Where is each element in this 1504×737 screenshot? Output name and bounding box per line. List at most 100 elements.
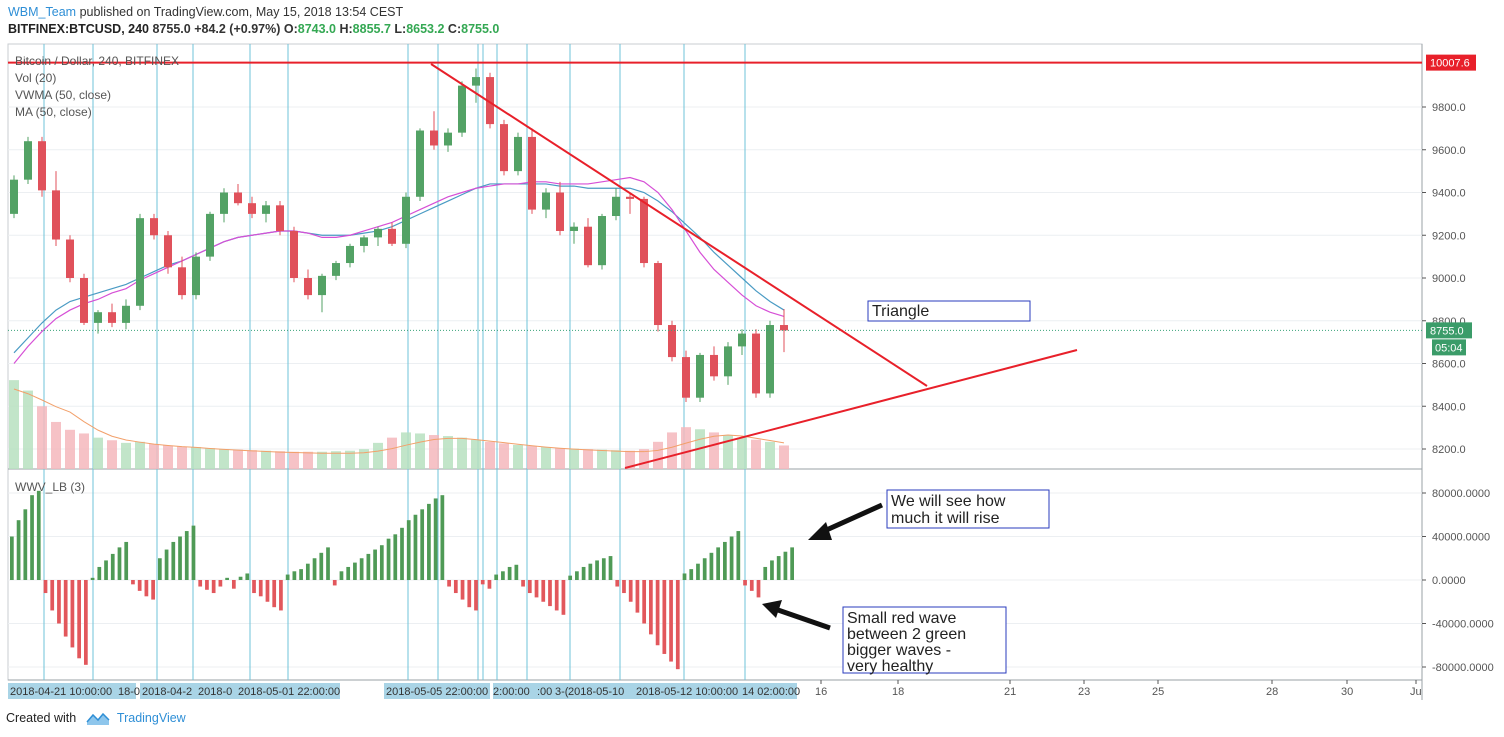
author-link[interactable]: WBM_Team — [8, 5, 77, 19]
rise-note-box — [886, 489, 1050, 529]
open-label: O: — [283, 22, 298, 36]
oscillator-bar — [57, 580, 61, 624]
oscillator-bar — [292, 571, 297, 580]
rise-note-text: much it will rise — [891, 510, 1000, 527]
time-label-highlight — [493, 683, 571, 699]
candle-body — [612, 196, 620, 217]
time-label-highlighted: 2018-05-10 — [568, 686, 624, 698]
oscillator-bar — [729, 536, 734, 580]
oscillator-bar — [413, 514, 418, 580]
time-label: 18 — [892, 686, 904, 698]
oscillator-bar — [635, 580, 640, 613]
oscillator-bar — [527, 580, 532, 594]
candle-body — [752, 333, 760, 394]
volume-bar — [737, 437, 747, 469]
candle-body — [766, 325, 774, 394]
candle-body — [94, 312, 102, 323]
volume-bar — [233, 449, 243, 469]
candle-body — [654, 263, 662, 326]
oscillator-bar — [218, 580, 223, 587]
oscillator-bar — [756, 580, 761, 598]
oscillator-bar — [110, 553, 115, 580]
oscillator-bar — [312, 558, 317, 580]
candle-body — [248, 203, 256, 214]
volume-bar — [639, 449, 649, 469]
published-text: published on TradingView.com, May 15, 20… — [79, 5, 404, 19]
red-wave-note-text: very healthy — [847, 658, 933, 675]
oscillator-bar — [709, 552, 714, 580]
time-label: 21 — [1004, 686, 1016, 698]
oscillator-bar — [716, 547, 721, 580]
oscillator-bar — [164, 549, 169, 580]
time-label-highlight — [238, 683, 340, 699]
volume-bar — [597, 449, 607, 469]
volume-bar — [177, 446, 187, 469]
candle-body — [556, 192, 564, 231]
oscillator-bar — [184, 531, 189, 580]
oscillator-bar — [501, 571, 505, 580]
oscillator-bar — [157, 558, 162, 580]
candle-body — [626, 196, 634, 199]
oscillator-bar — [649, 580, 653, 635]
time-label-highlighted: 2018-05-01 22:00:00 — [238, 686, 340, 698]
candle-body — [374, 228, 382, 238]
oscillator-bar — [191, 525, 196, 580]
oscillator-bar — [104, 560, 108, 580]
oscillator-bar — [117, 547, 122, 580]
oscillator-bar — [265, 580, 270, 602]
oscillator-bar — [427, 503, 431, 580]
volume-bar — [149, 443, 159, 469]
osc-tick-label: -40000.0000 — [1432, 619, 1494, 631]
countdown-label: 05:04 — [1435, 342, 1463, 354]
tradingview-brand[interactable]: TradingView — [116, 711, 186, 725]
candle-body — [206, 213, 214, 257]
oscillator-bar — [178, 536, 182, 580]
oscillator-bar — [16, 520, 21, 580]
candle-body — [640, 198, 648, 264]
oscillator-bar — [622, 580, 626, 594]
candle-body — [262, 205, 270, 214]
volume-bar — [471, 439, 481, 469]
volume-bar — [373, 442, 383, 469]
volume-bar — [625, 450, 635, 469]
candle-body — [346, 245, 354, 264]
time-label-highlight — [571, 683, 797, 699]
time-label-highlighted: :00 — [537, 686, 552, 698]
triangle-lower-trendline — [624, 349, 1078, 469]
oscillator-bar — [440, 495, 445, 580]
indicator-legend-item: Vol (20) — [15, 71, 56, 85]
oscillator-bar — [285, 574, 290, 580]
oscillator-bar — [541, 580, 546, 602]
candle-body — [52, 190, 60, 240]
oscillator-bar — [245, 573, 250, 580]
oscillator-bar — [548, 580, 552, 607]
volume-bar — [205, 448, 215, 469]
volume-bar — [51, 421, 61, 469]
candle-body — [150, 218, 158, 236]
candle-body — [178, 267, 186, 296]
oscillator-bar — [144, 580, 149, 597]
volume-bar — [415, 433, 425, 469]
volume-bar — [401, 432, 411, 469]
red-wave-note-text: between 2 green — [847, 626, 966, 643]
time-label-highlight — [195, 683, 237, 699]
oscillator-bar — [723, 541, 727, 580]
candle-body — [122, 305, 130, 323]
oscillator-bar — [171, 541, 176, 580]
volume-bar — [751, 439, 761, 469]
volume-bar — [345, 450, 355, 469]
open-value: 8743.0 — [297, 22, 336, 36]
time-label-highlighted: 2018-04-2 — [142, 686, 192, 698]
oscillator-bar — [568, 575, 573, 580]
last-price-label: 8755.0 — [1430, 325, 1464, 337]
candle-body — [486, 77, 494, 125]
footer: Created with TradingView — [6, 711, 186, 726]
candle-body — [514, 136, 522, 172]
oscillator-bar — [460, 580, 465, 600]
price-tick-label: 9600.0 — [1432, 145, 1466, 157]
rise-arrow-head — [808, 522, 832, 540]
red-wave-note-text: Small red wave — [847, 610, 956, 627]
oscillator-bar — [474, 580, 478, 611]
oscillator-bar — [702, 558, 707, 580]
